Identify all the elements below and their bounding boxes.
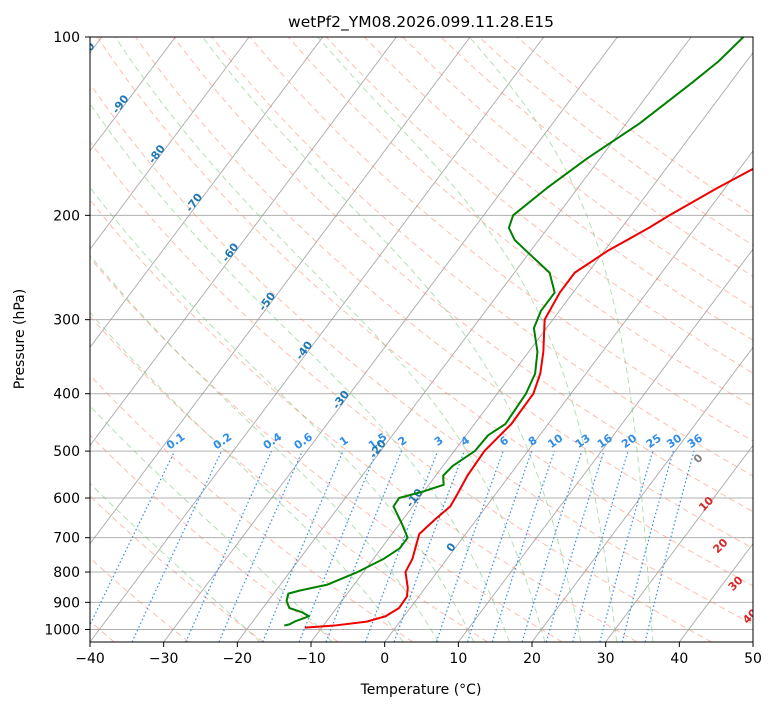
- isotherm-line: [90, 37, 176, 152]
- isotherm-line: [605, 444, 753, 642]
- dry-adiabat: [90, 257, 563, 642]
- x-axis-label: Temperature (°C): [360, 682, 482, 698]
- x-tick-label: −40: [75, 651, 105, 667]
- x-tick-label: 20: [523, 651, 541, 667]
- mixing-ratio-line: [644, 450, 695, 642]
- mixing-ratio-line: [298, 450, 378, 642]
- moist-adiabat: [90, 405, 333, 642]
- x-tick-label: 10: [449, 651, 467, 667]
- y-tick-label: 700: [53, 531, 80, 547]
- x-tick-label: 0: [380, 651, 389, 667]
- isotherm-line: [531, 346, 753, 642]
- chart-title: wetPf2_YM08.2026.099.11.28.E15: [288, 13, 554, 32]
- moist-adiabat: [90, 186, 475, 642]
- isotherm-line: [457, 248, 753, 642]
- y-tick-label: 400: [53, 387, 80, 403]
- y-tick-label: 900: [53, 595, 80, 611]
- dry-adiabat: [364, 37, 753, 341]
- axes: −40 −30 −20 −10 0 10 20 30 40 50 100 200 300 400 500 60…: [44, 30, 762, 667]
- moist-adiabat: [317, 37, 618, 642]
- isotherm-line: [236, 37, 692, 642]
- moist-adiabat: [202, 37, 582, 642]
- y-tick-label: 500: [53, 444, 80, 460]
- isotherm-line: [90, 37, 250, 250]
- y-axis-label: Pressure (hPa): [12, 289, 28, 389]
- mixing-ratio-line: [262, 450, 344, 642]
- moist-adiabat: [90, 311, 404, 642]
- dry-adiabat: [90, 83, 753, 626]
- isotherm-line: [90, 37, 397, 447]
- x-tick-label: 40: [670, 651, 688, 667]
- x-tick-label: −20: [223, 651, 253, 667]
- moist-adiabat: [90, 482, 261, 642]
- moist-adiabat: [468, 37, 654, 642]
- mixing-ratio-line: [364, 450, 439, 642]
- dry-adiabat: [249, 37, 753, 442]
- dry-adiabat: [90, 141, 712, 642]
- x-tick-label: 30: [597, 651, 615, 667]
- dewpoint-profile-line: [284, 37, 745, 627]
- plot-frame: [89, 36, 754, 643]
- mixing-ratio-line: [521, 450, 583, 642]
- mixing-ratio-line: [572, 450, 629, 642]
- dry-adiabat: [90, 198, 638, 642]
- temperature-profile-line: [304, 167, 753, 629]
- isotherm-line: [90, 37, 324, 349]
- moist-adiabat: [90, 102, 510, 642]
- mixing-ratio-line: [393, 450, 465, 642]
- moist-adiabat: [114, 37, 546, 642]
- mixing-ratio-line: [621, 450, 674, 642]
- plot-area: 0.10.20.40.611.52346810131620253036-100-…: [90, 37, 753, 642]
- y-tick-label: 100: [53, 30, 80, 46]
- y-tick-label: 600: [53, 491, 80, 507]
- mixing-ratio-line: [545, 450, 605, 642]
- dry-adiabat: [96, 37, 753, 587]
- mixing-ratio-line: [435, 450, 504, 642]
- isotherm-line: [90, 37, 545, 642]
- isotherm-line: [310, 51, 753, 642]
- dry-adiabat: [402, 37, 753, 309]
- dry-adiabat: [90, 374, 414, 642]
- x-tick-label: −30: [149, 651, 179, 667]
- mixing-ratio-line: [90, 450, 176, 627]
- dry-adiabat: [135, 37, 753, 549]
- dry-adiabat: [173, 37, 753, 513]
- isotherm-line: [90, 37, 471, 545]
- dry-adiabat: [211, 37, 753, 477]
- mixing-ratio-line: [491, 450, 555, 642]
- mixing-ratio-line: [325, 450, 403, 642]
- y-tick-label: 800: [53, 565, 80, 581]
- isotherm-line: [384, 150, 753, 642]
- mixing-ratio-line: [218, 450, 303, 642]
- y-tick-label: 1000: [44, 622, 80, 638]
- mixing-ratio-line: [466, 450, 533, 642]
- mixing-ratio-line: [599, 450, 654, 642]
- mixing-ratio-line: [185, 450, 273, 642]
- x-tick-label: −10: [296, 651, 326, 667]
- y-tick-label: 200: [53, 208, 80, 224]
- x-tick-label: 50: [744, 651, 762, 667]
- y-tick-label: 300: [53, 313, 80, 329]
- isotherm-line: [163, 37, 618, 642]
